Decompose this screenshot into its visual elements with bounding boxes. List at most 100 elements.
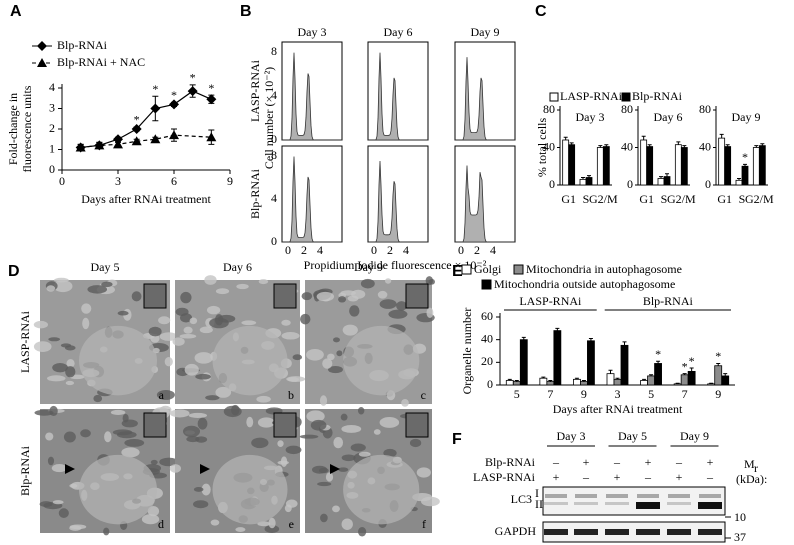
bar (758, 145, 766, 186)
organelle (156, 389, 175, 400)
band (667, 502, 691, 505)
organelle (194, 352, 213, 364)
x-tick-label: G1 (639, 192, 654, 206)
x-tick-label: 3 (615, 387, 621, 401)
sign: – (706, 470, 714, 484)
y-tick-label: 40 (621, 139, 633, 153)
y-tick-label: 0 (49, 162, 55, 176)
error-bar (574, 377, 579, 380)
organelle (193, 500, 209, 509)
band-isoform: I (535, 486, 539, 500)
organelle (49, 405, 58, 417)
organelle (320, 513, 328, 523)
legend-swatch (549, 92, 559, 102)
organelle (317, 481, 332, 487)
significance-marker: * (190, 71, 196, 85)
histogram-frame (281, 41, 343, 141)
bar (562, 139, 570, 186)
band (699, 494, 721, 498)
bar (512, 381, 521, 386)
image-letter: b (288, 388, 294, 402)
organelle (258, 279, 269, 285)
data-point (187, 86, 198, 97)
organelle (285, 499, 298, 508)
y-tick-label: 0 (271, 132, 277, 146)
x-tick-label: 9 (581, 387, 587, 401)
bar (579, 178, 587, 186)
panel-label: C (535, 3, 547, 20)
error-bar (649, 374, 654, 376)
y-tick-label: 80 (621, 102, 633, 116)
organelle (322, 358, 333, 369)
image-letter: e (289, 517, 294, 531)
organelle (199, 326, 213, 334)
bar (585, 177, 593, 186)
organelle (300, 313, 311, 325)
x-axis-label: Days after RNAi treatment (81, 192, 211, 206)
organelle (379, 299, 397, 309)
x-tick-label: G1 (561, 192, 576, 206)
legend-label: Mitochondria in autophagosome (526, 262, 682, 276)
error-bar (569, 142, 574, 145)
organelle (285, 445, 302, 455)
bar (546, 381, 555, 386)
organelle (340, 413, 348, 421)
bar (587, 340, 595, 386)
organelle (193, 487, 204, 492)
x-axis-label: Days after RNAi treatment (553, 402, 683, 416)
band (606, 494, 628, 498)
bar (580, 381, 588, 386)
error-bar (587, 175, 591, 178)
legend-swatch (461, 264, 472, 275)
bar (724, 146, 732, 186)
organelle (159, 405, 172, 415)
row-label: LASP-RNAi (18, 310, 32, 373)
organelle (268, 517, 276, 529)
x-tick-label: 0 (59, 174, 65, 188)
organelle (310, 419, 327, 431)
panel-label: A (10, 3, 22, 20)
row-label: LASP-RNAi (248, 59, 262, 122)
error-bar (723, 373, 728, 376)
blot (542, 486, 726, 516)
sign: – (582, 470, 590, 484)
organelle (116, 431, 137, 439)
mass-label: M (744, 457, 755, 471)
x-tick-label: 5 (648, 387, 654, 401)
error-bar (754, 145, 759, 148)
organelle (65, 366, 76, 378)
organelle (104, 431, 112, 443)
x-tick-label: 9 (715, 387, 721, 401)
bar (752, 147, 760, 186)
histogram (368, 52, 428, 141)
organelle (231, 404, 240, 416)
organelle (197, 417, 208, 430)
organelle (241, 320, 257, 326)
band (667, 529, 691, 535)
bar (613, 378, 622, 386)
x-tick-label: 2 (474, 243, 480, 257)
organelle (377, 290, 388, 299)
x-tick-label: S (583, 192, 590, 206)
organelle (195, 373, 211, 380)
organelle (426, 307, 434, 318)
organelle (251, 437, 269, 449)
bar (721, 375, 730, 386)
sign: – (552, 455, 560, 469)
band (698, 529, 722, 535)
row-label: Blp-RNAi (485, 455, 536, 469)
organelle (159, 457, 179, 467)
organelle (204, 275, 217, 285)
organelle (175, 307, 189, 316)
inset (273, 412, 297, 438)
band (575, 494, 597, 498)
error-bar (604, 144, 609, 147)
histogram-frame (367, 145, 429, 243)
y-tick-label: 4 (49, 80, 55, 94)
error-bar (689, 367, 694, 372)
x-tick-label: 3 (115, 174, 121, 188)
band (544, 502, 568, 505)
organelle (169, 409, 190, 418)
organelle (48, 337, 61, 342)
day-label: Day 5 (618, 429, 647, 443)
